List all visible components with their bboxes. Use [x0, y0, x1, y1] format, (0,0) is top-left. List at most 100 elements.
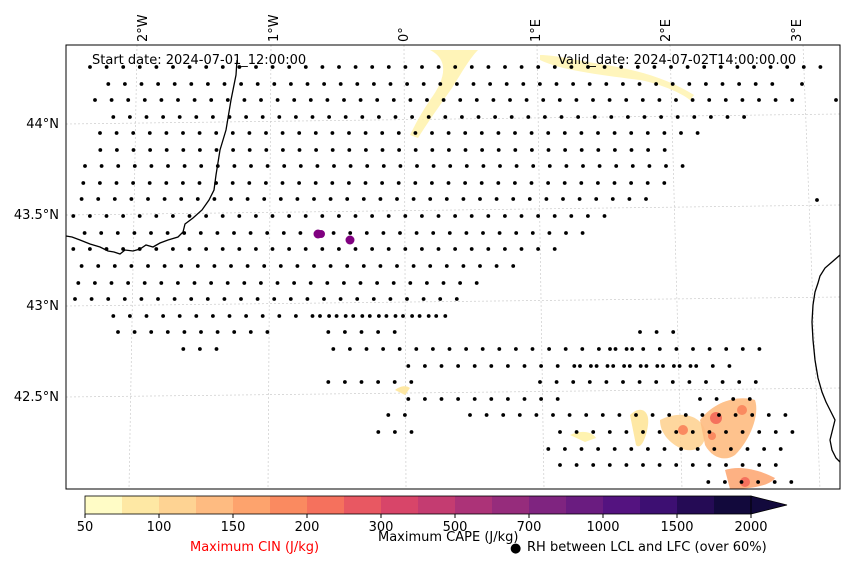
rh-dot: [310, 314, 315, 318]
rh-dot: [757, 430, 762, 434]
rh-dot: [641, 430, 645, 434]
rh-dot: [171, 65, 175, 69]
rh-dot: [272, 82, 277, 86]
rh-dot: [724, 463, 728, 467]
rh-dot: [380, 181, 384, 185]
rh-dot: [93, 281, 97, 285]
rh-dot: [277, 314, 282, 318]
rh-dot: [562, 131, 567, 135]
rh-dot: [596, 148, 601, 152]
rh-dot: [182, 231, 187, 235]
rh-dot: [371, 297, 376, 301]
rh-dot: [370, 214, 374, 218]
rh-dot: [297, 148, 302, 152]
rh-dot: [571, 380, 576, 384]
rh-dot: [367, 314, 372, 318]
rh-dot: [179, 264, 184, 268]
rh-dot: [278, 197, 283, 201]
rh-dot: [604, 380, 609, 384]
rh-dot: [503, 65, 507, 69]
rh-dot: [112, 197, 117, 201]
rh-dot: [472, 364, 477, 368]
rh-dot: [497, 347, 502, 351]
map-frame: [65, 44, 841, 490]
rh-dot: [127, 314, 132, 318]
rh-dot: [104, 247, 109, 251]
rh-dot: [454, 297, 459, 301]
rh-dot: [347, 148, 352, 152]
rh-dot: [121, 247, 125, 251]
rh-dot: [642, 115, 647, 119]
colorbar-segment: [233, 496, 271, 514]
rh-dot: [637, 82, 642, 86]
rh-dot: [244, 314, 249, 318]
rh-dot: [671, 330, 676, 334]
rh-dot: [376, 380, 380, 384]
rh-dot: [214, 181, 219, 185]
rh-dot: [303, 65, 308, 69]
rh-dot: [123, 82, 127, 86]
rh-dot: [624, 463, 629, 467]
rh-dot: [298, 231, 303, 235]
rh-dot: [112, 264, 117, 268]
rh-dot: [313, 131, 318, 135]
rh-dot: [242, 98, 247, 102]
rh-dot: [381, 347, 385, 351]
rh-dot: [654, 82, 658, 86]
colorbar-tick-label: 1500: [660, 520, 693, 535]
rh-dot: [199, 330, 203, 334]
rh-dot: [481, 164, 486, 168]
rh-dot: [552, 65, 557, 69]
lat-label: 44°N: [26, 117, 59, 132]
rh-dot: [288, 297, 293, 301]
rh-dot: [555, 364, 560, 368]
rh-dot: [182, 164, 187, 168]
rh-dot: [370, 65, 375, 69]
rh-dot: [544, 197, 549, 201]
rh-dot: [121, 65, 126, 69]
rh-dot: [695, 131, 700, 135]
rh-dot: [132, 231, 137, 235]
rh-dot: [403, 214, 408, 218]
rh-dot: [611, 364, 616, 368]
rh-dot: [420, 214, 424, 218]
longitude-labels: 2°W 1°W 0° 1°E 2°E 3°E: [136, 14, 805, 42]
lon-label: 1°E: [529, 19, 544, 42]
rh-dot: [211, 115, 215, 119]
rh-dot: [474, 281, 479, 285]
rh-dot: [247, 131, 252, 135]
rh-dot: [115, 148, 119, 152]
colorbar-segment: [492, 496, 530, 514]
rh-dot: [408, 281, 413, 285]
rh-dot: [530, 231, 535, 235]
rh-dot: [579, 148, 584, 152]
rh-dot: [700, 413, 705, 417]
rh-dot: [834, 98, 838, 102]
rh-dot: [546, 148, 551, 152]
rh-dot: [657, 430, 662, 434]
rh-dot: [220, 65, 225, 69]
rh-dot: [679, 131, 683, 135]
rh-dot: [386, 247, 391, 251]
rh-dot: [503, 214, 507, 218]
rh-dot: [772, 480, 777, 484]
rh-dot: [463, 131, 468, 135]
rh-dot: [463, 181, 467, 185]
rh-dot: [393, 430, 397, 434]
rh-dot: [104, 65, 109, 69]
rh-dot: [638, 364, 643, 368]
rh-dot: [247, 181, 252, 185]
rh-dot: [766, 413, 771, 417]
rh-dot: [494, 197, 499, 201]
rh-dot: [635, 65, 640, 69]
valid-date: Valid_date: 2024-07-02T14:00:00.00: [558, 53, 796, 68]
rh-dot: [630, 164, 635, 168]
rh-dot: [328, 197, 333, 201]
rh-dot: [567, 413, 572, 417]
rh-dot: [645, 131, 650, 135]
rh-dot: [706, 480, 711, 484]
colorbar: [84, 495, 788, 515]
rh-dot: [752, 65, 756, 69]
rh-dot: [313, 181, 318, 185]
